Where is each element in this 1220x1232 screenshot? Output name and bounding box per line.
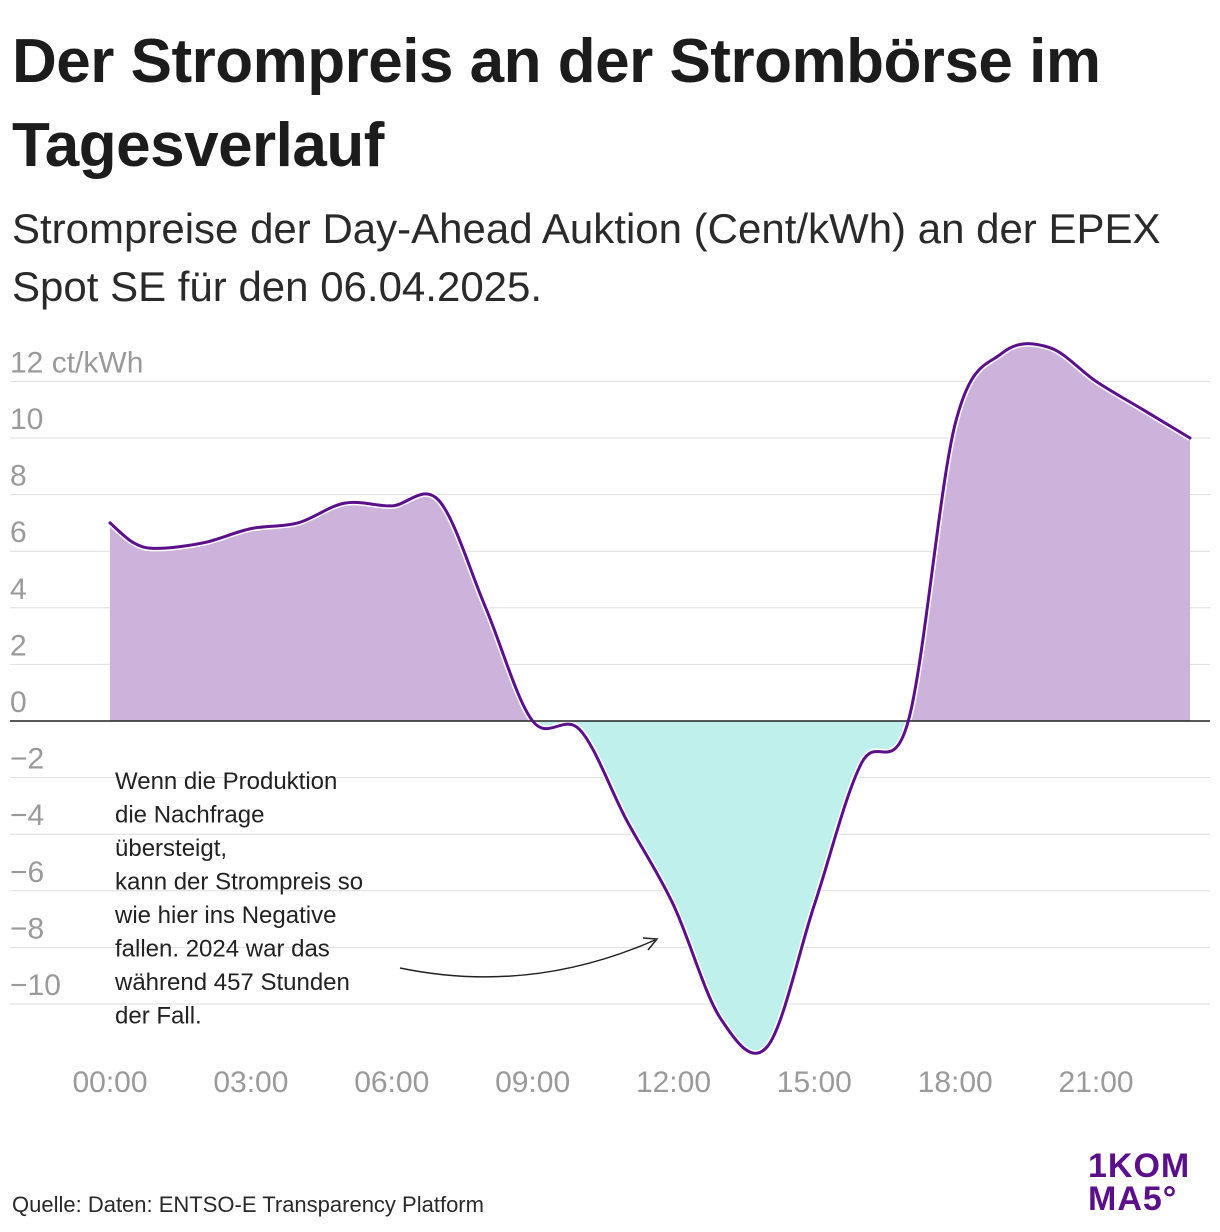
brand-logo: 1KOM MA5° <box>1088 1147 1208 1218</box>
x-tick-label: 03:00 <box>213 1066 288 1099</box>
logo-line-1: 1KOM <box>1088 1147 1191 1185</box>
price-line <box>108 342 1192 1055</box>
y-tick-label: −6 <box>10 856 44 889</box>
annotation-arrow <box>399 939 656 978</box>
annotation-line: fallen. 2024 war das <box>115 936 330 963</box>
annotation-line: Wenn die Produktion <box>115 768 337 795</box>
x-tick-label: 00:00 <box>72 1066 147 1099</box>
y-tick-label: 8 <box>10 460 27 493</box>
y-tick-label: −4 <box>10 799 44 832</box>
chart-title: Der Strompreis an der Strombörse im Tage… <box>12 27 1101 180</box>
y-axis-ticks: 12 ct/kWh 10 8 6 4 2 0 −2 −4 −6 −8 −10 <box>10 346 143 1002</box>
annotation-line: übersteigt, <box>115 835 227 862</box>
annotation-line: die Nachfrage <box>115 802 264 829</box>
y-tick-label: −10 <box>10 969 61 1002</box>
annotation-arrowhead <box>642 937 659 951</box>
logo-line-2: MA5° <box>1088 1180 1178 1218</box>
x-tick-label: 06:00 <box>354 1066 429 1099</box>
chart-subtitle: Strompreise der Day-Ahead Auktion (Cent/… <box>12 205 1161 310</box>
x-tick-label: 09:00 <box>495 1066 570 1099</box>
y-tick-label: −2 <box>10 743 44 776</box>
x-tick-label: 21:00 <box>1059 1066 1134 1099</box>
y-tick-label: 0 <box>10 686 27 719</box>
y-tick-label: −8 <box>10 912 44 945</box>
y-tick-label: 10 <box>10 403 43 436</box>
annotation-line: während 457 Stunden <box>114 969 350 996</box>
y-tick-label: 6 <box>10 516 27 549</box>
source-note: Quelle: Daten: ENTSO-E Transparency Plat… <box>12 1192 484 1217</box>
x-tick-label: 15:00 <box>777 1066 852 1099</box>
annotation-text: Wenn die Produktion die Nachfrage überstei… <box>114 768 363 1030</box>
positive-price-area <box>110 343 1190 721</box>
y-tick-label: 2 <box>10 629 27 662</box>
annotation-line: kann der Strompreis so <box>115 869 363 896</box>
annotation-line: wie hier ins Negative <box>114 902 336 929</box>
y-tick-label: 4 <box>10 573 27 606</box>
annotation-line: der Fall. <box>115 1003 202 1030</box>
x-tick-label: 18:00 <box>918 1066 993 1099</box>
annotation: Wenn die Produktion die Nachfrage überstei… <box>114 768 659 1030</box>
x-axis-ticks: 00:00 03:00 06:00 09:00 12:00 15:00 18:00 21:00 <box>72 1066 1133 1099</box>
y-tick-label: 12 ct/kWh <box>10 346 143 379</box>
x-tick-label: 12:00 <box>636 1066 711 1099</box>
negative-price-area <box>110 721 1190 1054</box>
